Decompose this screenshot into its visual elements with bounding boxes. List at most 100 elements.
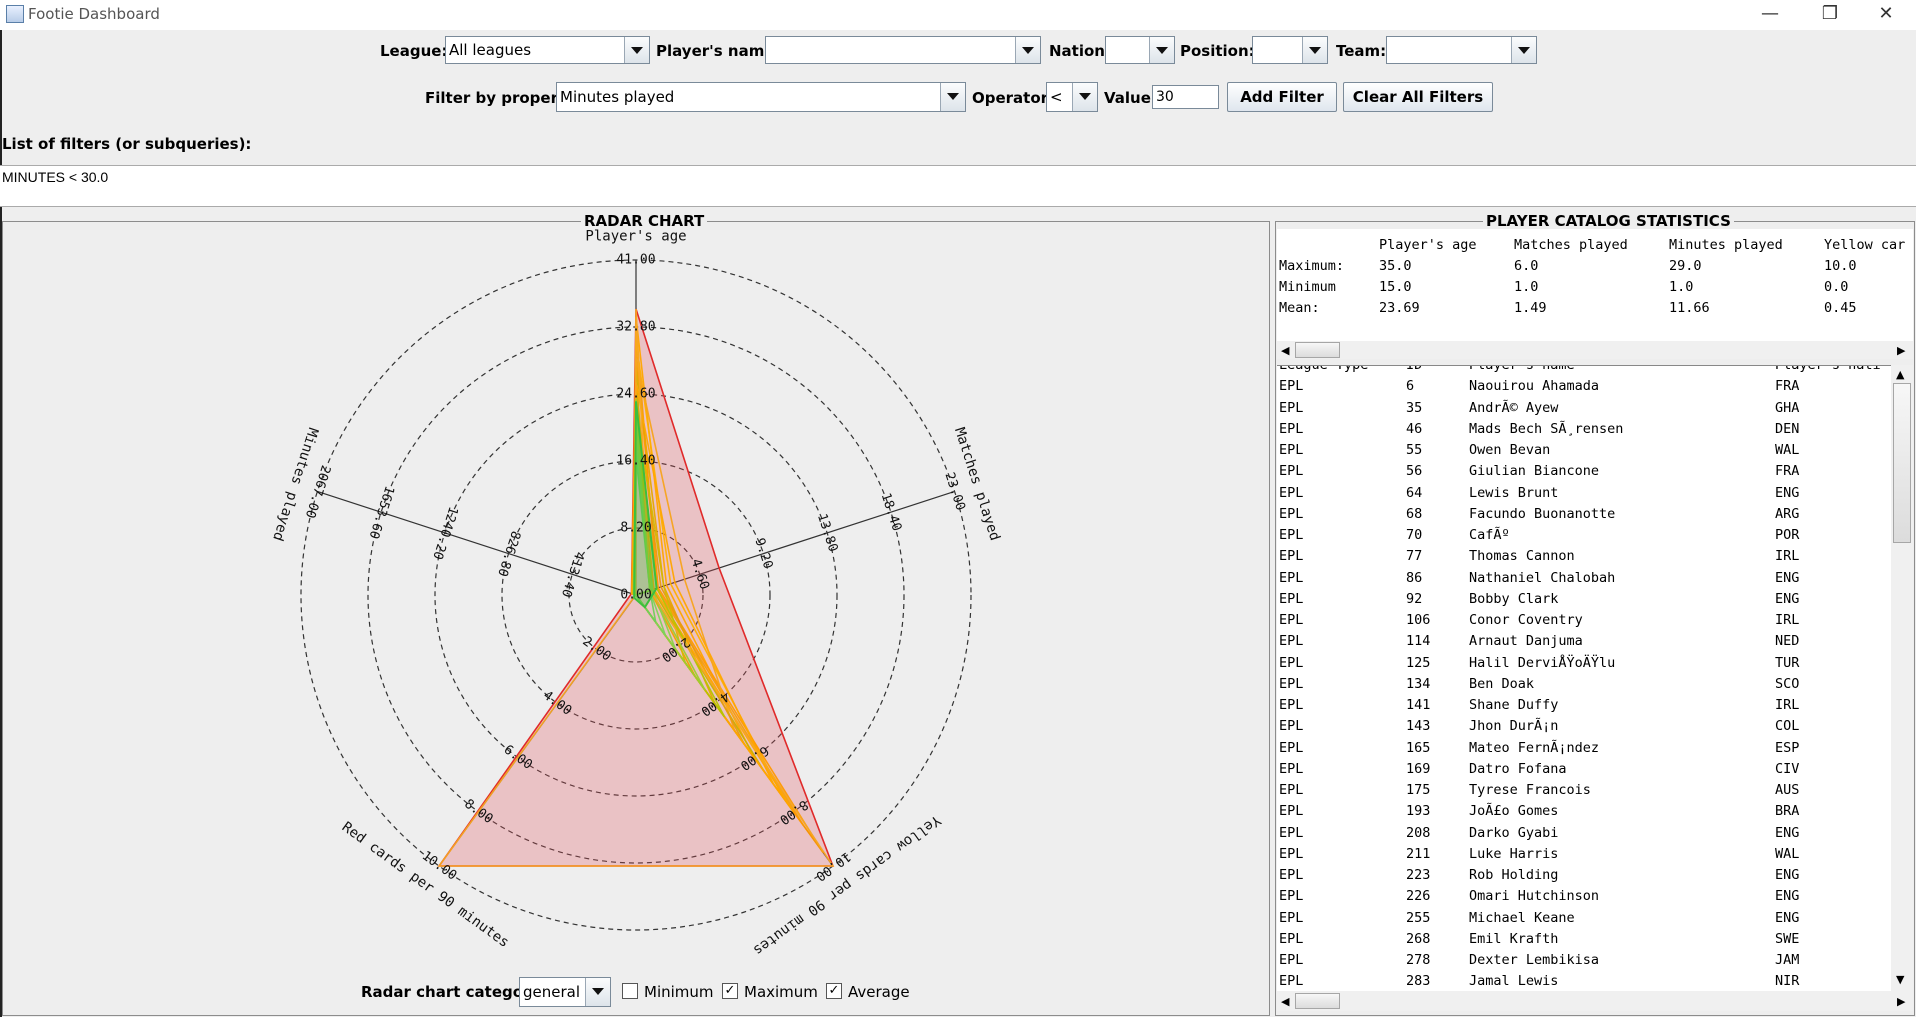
chevron-down-icon[interactable] <box>1511 37 1536 63</box>
value-input[interactable]: 30 <box>1152 85 1219 109</box>
table-row[interactable]: EPL 86 Nathaniel Chalobah ENG <box>1279 570 1891 591</box>
table-cell: EPL <box>1279 633 1304 650</box>
average-checkbox-label[interactable]: Average <box>848 983 910 1001</box>
stats-cell: 1.0 <box>1669 279 1694 295</box>
table-cell: EPL <box>1279 782 1304 798</box>
table-row[interactable]: EPL 46 Mads Bech SÃ¸rensen DEN <box>1279 421 1891 442</box>
add-filter-button[interactable]: Add Filter <box>1227 82 1337 112</box>
table-row[interactable]: EPL 6 Naouirou Ahamada FRA <box>1279 378 1891 399</box>
stats-horizontal-scrollbar[interactable]: ◀ ▶ <box>1277 341 1913 359</box>
table-row[interactable]: EPL 223 Rob Holding ENG <box>1279 867 1891 888</box>
table-row[interactable]: EPL 211 Luke Harris WAL <box>1279 846 1891 867</box>
table-row[interactable]: EPL 175 Tyrese Francois AUS <box>1279 782 1891 803</box>
table-cell: ENG <box>1775 867 1800 883</box>
table-row[interactable]: EPL 208 Darko Gyabi ENG <box>1279 825 1891 846</box>
table-cell: Mateo FernÃ¡ndez <box>1469 739 1600 756</box>
filter-property-combo[interactable]: Minutes played <box>556 82 966 112</box>
table-row[interactable]: EPL 169 Datro Fofana CIV <box>1279 761 1891 782</box>
table-cell: EPL <box>1279 505 1304 522</box>
table-row[interactable]: EPL 106 Conor Coventry IRL <box>1279 612 1891 633</box>
table-cell: Giulian Biancone <box>1469 463 1600 480</box>
minimum-checkbox-label[interactable]: Minimum <box>644 983 714 1001</box>
operator-combo[interactable]: < <box>1046 82 1098 112</box>
chevron-down-icon[interactable] <box>585 978 610 1006</box>
table-row[interactable]: EPL 92 Bobby Clark ENG <box>1279 591 1891 612</box>
chevron-down-icon[interactable] <box>1302 37 1327 63</box>
table-row[interactable]: EPL 55 Owen Bevan WAL <box>1279 442 1891 463</box>
table-row[interactable]: EPL 35 AndrÃ© Ayew GHA <box>1279 400 1891 421</box>
table-header-row[interactable]: League Type ID Player's name Player's nati <box>1279 366 1891 378</box>
position-combo[interactable] <box>1252 36 1328 64</box>
table-row[interactable]: EPL 165 Mateo FernÃ¡ndez ESP <box>1279 740 1891 761</box>
table-row[interactable]: EPL 125 Halil DerviÅŸoÄŸlu TUR <box>1279 655 1891 676</box>
player-list-horizontal-scrollbar[interactable]: ◀ ▶ <box>1277 991 1913 1011</box>
table-row[interactable]: EPL 226 Omari Hutchinson ENG <box>1279 888 1891 909</box>
minimize-button[interactable]: — <box>1761 3 1779 24</box>
table-cell: FRA <box>1775 463 1800 480</box>
table-row[interactable]: EPL 70 CafÃº POR <box>1279 527 1891 548</box>
player-list[interactable]: League Type ID Player's name Player's nati E… <box>1277 365 1891 992</box>
table-cell: 141 <box>1406 697 1431 713</box>
table-cell: Tyrese Francois <box>1469 782 1591 798</box>
scrollbar-thumb[interactable] <box>1295 993 1340 1009</box>
stats-row-label: Mean: <box>1279 300 1320 316</box>
maximum-checkbox[interactable]: ✓ <box>722 983 738 999</box>
table-row[interactable]: EPL 64 Lewis Brunt ENG <box>1279 485 1891 506</box>
table-cell: EPL <box>1279 697 1304 713</box>
table-row[interactable]: EPL 283 Jamal Lewis NIR <box>1279 973 1891 992</box>
table-cell: EPL <box>1279 760 1304 777</box>
table-cell: 55 <box>1406 442 1423 458</box>
table-row[interactable]: EPL 114 Arnaut Danjuma NED <box>1279 633 1891 654</box>
table-cell: DEN <box>1775 420 1800 437</box>
chevron-down-icon[interactable] <box>1015 37 1040 63</box>
minimum-checkbox[interactable] <box>622 983 638 999</box>
scroll-up-icon[interactable]: ▲ <box>1896 368 1905 381</box>
radar-category-combo[interactable]: general <box>519 977 611 1007</box>
table-cell: EPL <box>1279 378 1304 395</box>
table-row[interactable]: EPL 143 Jhon DurÃ¡n COL <box>1279 718 1891 739</box>
table-cell: EPL <box>1279 952 1304 968</box>
table-cell: ARG <box>1775 505 1800 522</box>
close-button[interactable]: ✕ <box>1878 3 1894 24</box>
average-checkbox[interactable]: ✓ <box>826 983 842 999</box>
table-row[interactable]: EPL 268 Emil Krafth SWE <box>1279 931 1891 952</box>
scroll-down-icon[interactable]: ▼ <box>1896 973 1905 986</box>
scroll-right-icon[interactable]: ▶ <box>1897 995 1906 1008</box>
chevron-down-icon[interactable] <box>940 83 965 111</box>
chevron-down-icon[interactable] <box>624 37 649 63</box>
chevron-down-icon[interactable] <box>1149 37 1174 63</box>
filter-list[interactable]: MINUTES < 30.0 <box>0 165 1916 207</box>
player-list-vertical-scrollbar[interactable]: ▲ ▼ <box>1891 365 1913 991</box>
chevron-down-icon[interactable] <box>1072 83 1097 111</box>
scroll-left-icon[interactable]: ◀ <box>1281 995 1290 1008</box>
table-cell: Mads Bech SÃ¸rensen <box>1469 420 1624 437</box>
table-row[interactable]: EPL 278 Dexter Lembikisa JAM <box>1279 952 1891 973</box>
stats-cell: 1.0 <box>1514 279 1539 295</box>
radar-tick-label: 16.40 <box>616 454 655 469</box>
nation-combo[interactable] <box>1105 36 1175 64</box>
table-row[interactable]: EPL 193 JoÃ£o Gomes BRA <box>1279 803 1891 824</box>
clear-all-filters-button[interactable]: Clear All Filters <box>1343 82 1493 112</box>
filter-list-item[interactable]: MINUTES < 30.0 <box>2 169 109 185</box>
window-title: Footie Dashboard <box>28 5 160 23</box>
maximum-checkbox-label[interactable]: Maximum <box>744 983 818 1001</box>
table-row[interactable]: EPL 68 Facundo Buonanotte ARG <box>1279 506 1891 527</box>
team-combo[interactable] <box>1386 36 1537 64</box>
table-cell: Shane Duffy <box>1469 697 1559 713</box>
table-row[interactable]: EPL 141 Shane Duffy IRL <box>1279 697 1891 718</box>
table-cell: JoÃ£o Gomes <box>1469 803 1559 820</box>
table-row[interactable]: EPL 56 Giulian Biancone FRA <box>1279 463 1891 484</box>
table-row[interactable]: EPL 255 Michael Keane ENG <box>1279 910 1891 931</box>
scrollbar-thumb[interactable] <box>1295 342 1340 358</box>
table-cell: ENG <box>1775 484 1800 501</box>
scroll-left-icon[interactable]: ◀ <box>1281 344 1290 357</box>
maximize-button[interactable]: ❐ <box>1821 3 1839 24</box>
table-cell: 211 <box>1406 845 1431 862</box>
player-name-combo[interactable] <box>765 36 1041 64</box>
table-row[interactable]: EPL 77 Thomas Cannon IRL <box>1279 548 1891 569</box>
table-cell: EPL <box>1279 867 1304 883</box>
league-combo[interactable]: All leagues <box>445 36 650 64</box>
scrollbar-thumb[interactable] <box>1893 383 1911 543</box>
scroll-right-icon[interactable]: ▶ <box>1897 344 1906 357</box>
table-row[interactable]: EPL 134 Ben Doak SCO <box>1279 676 1891 697</box>
